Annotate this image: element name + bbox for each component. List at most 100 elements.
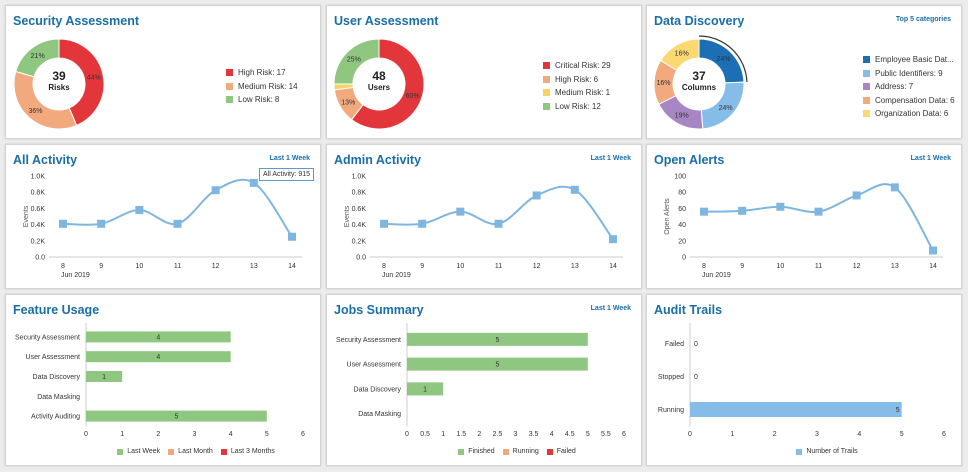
open-alerts-period-link[interactable]: Last 1 Week (910, 155, 951, 162)
audit-trails-title[interactable]: Audit Trails (654, 303, 723, 317)
bar-value-label: 4 (156, 334, 160, 341)
data-point[interactable] (288, 232, 296, 241)
feature-usage-legend: Last Week Last Month Last 3 Months (86, 448, 306, 455)
legend-item[interactable]: Medium Risk: 1 (543, 86, 611, 100)
legend-item[interactable]: Address: 7 (863, 80, 955, 94)
user-assessment-legend: Critical Risk: 29 High Risk: 6 Medium Risk… (543, 59, 611, 113)
data-point[interactable] (609, 235, 617, 244)
slice-medium-risk-14[interactable] (13, 70, 78, 130)
legend-swatch (543, 62, 550, 70)
data-point[interactable] (59, 219, 67, 228)
y-axis-label: Events (23, 205, 30, 227)
legend-item[interactable]: Organization Data: 6 (863, 107, 955, 121)
data-point[interactable] (776, 202, 785, 211)
slice-organization-data-6[interactable] (659, 38, 700, 72)
y-tick-label: 40 (678, 222, 686, 229)
data-discovery-title[interactable]: Data Discovery (654, 14, 745, 28)
legend-label: Low Risk: 8 (238, 95, 280, 105)
data-point[interactable] (135, 206, 144, 215)
data-point[interactable] (249, 178, 258, 187)
data-point[interactable] (570, 185, 579, 194)
legend-item[interactable]: Compensation Data: 6 (863, 94, 955, 108)
data-point[interactable] (814, 207, 823, 216)
bar-user-assessment[interactable] (86, 351, 231, 363)
x-tick-label: 14 (609, 263, 617, 270)
data-point[interactable] (380, 219, 388, 228)
bar-activity-auditing[interactable] (86, 410, 267, 422)
risks-count: 39 (52, 69, 66, 83)
legend-item[interactable]: Employee Basic Dat... (863, 53, 955, 67)
data-point[interactable] (494, 219, 503, 228)
x-tick-label: 8 (702, 263, 706, 270)
data-discovery-donut[interactable]: 24% 24% 19% 16% 16% (647, 6, 963, 140)
legend-item[interactable]: Medium Risk: 14 (226, 80, 298, 94)
legend-item[interactable]: Failed (546, 448, 576, 455)
data-point[interactable] (890, 183, 899, 192)
legend-label: Number of Trails (806, 448, 858, 455)
legend-item[interactable]: Last Week (117, 448, 160, 455)
data-point[interactable] (532, 191, 541, 200)
jobs-summary-period-link[interactable]: Last 1 Week (590, 305, 631, 312)
x-tick-label: 14 (929, 263, 937, 270)
feature-usage-chart[interactable]: 0 1 2 3 4 5 6 Security Assessment 4 User Assessme… (6, 295, 322, 467)
jobs-summary-chart[interactable]: 0 0.5 1 1.5 2 2.5 3 3.5 4 4.5 5 5.5 6 Security Assess… (327, 295, 643, 467)
bar-running[interactable] (690, 402, 902, 417)
admin-activity-panel: Admin Activity Last 1 Week 0.0 0.2K 0.4K 0.… (326, 144, 642, 289)
bar-security-assessment[interactable] (407, 332, 588, 346)
y-tick-label: 80 (678, 190, 686, 197)
open-alerts-title[interactable]: Open Alerts (654, 153, 725, 167)
legend-item[interactable]: Public Identifiers: 9 (863, 67, 955, 81)
legend-item[interactable]: Low Risk: 12 (543, 100, 611, 114)
category-label: User Assessment (26, 354, 81, 361)
admin-activity-title[interactable]: Admin Activity (334, 153, 422, 167)
jobs-summary-title[interactable]: Jobs Summary (334, 303, 424, 317)
data-point[interactable] (700, 207, 708, 216)
feature-usage-title[interactable]: Feature Usage (13, 303, 100, 317)
legend-item[interactable]: Running (502, 448, 539, 455)
data-point[interactable] (738, 206, 747, 215)
data-point[interactable] (418, 219, 427, 228)
data-point[interactable] (173, 219, 182, 228)
security-assessment-title[interactable]: Security Assessment (13, 14, 139, 28)
top-5-categories-link[interactable]: Top 5 categories (895, 16, 951, 23)
legend-item[interactable]: Finished (458, 448, 495, 455)
data-point[interactable] (852, 191, 861, 200)
legend-swatch (863, 83, 870, 91)
x-tick-label: 12 (853, 263, 861, 270)
all-activity-title[interactable]: All Activity (13, 153, 78, 167)
data-point[interactable] (456, 207, 465, 216)
slice-low-risk-12[interactable] (333, 38, 380, 85)
legend-item[interactable]: Number of Trails (796, 448, 858, 455)
data-point[interactable] (929, 246, 937, 255)
open-alerts-chart[interactable]: 0 20 40 60 80 100 Open Alerts 8 9 10 11 12 13 14 Jun 2… (647, 145, 963, 290)
bar-data-discovery[interactable] (86, 371, 123, 382)
legend-item[interactable]: High Risk: 6 (543, 73, 611, 87)
legend-label: Medium Risk: 14 (238, 81, 298, 91)
legend-item[interactable]: Low Risk: 8 (226, 93, 298, 107)
data-point[interactable] (97, 219, 106, 228)
legend-item[interactable]: High Risk: 17 (226, 66, 298, 80)
legend-item[interactable]: Last Month (168, 448, 213, 455)
user-assessment-donut[interactable]: 60% 13% 25% (327, 6, 643, 140)
legend-label: Compensation Data: 6 (875, 95, 955, 105)
admin-activity-chart[interactable]: 0.0 0.2K 0.4K 0.6K 0.8K 1.0K Events 8 9 10 11 12 13 1… (327, 145, 643, 290)
slice-low-risk-8[interactable] (15, 38, 60, 78)
data-point[interactable] (211, 186, 220, 195)
user-assessment-title[interactable]: User Assessment (334, 14, 439, 28)
bar-data-discovery[interactable] (407, 382, 444, 396)
bar-user-assessment[interactable] (407, 357, 588, 371)
bar-security-assessment[interactable] (86, 331, 231, 343)
legend-swatch (796, 448, 803, 455)
slice-critical-risk-29[interactable] (350, 38, 425, 130)
security-assessment-donut[interactable]: 44% 36% 21% (6, 6, 322, 140)
admin-activity-period-link[interactable]: Last 1 Week (590, 155, 631, 162)
legend-item[interactable]: Critical Risk: 29 (543, 59, 611, 73)
legend-swatch (220, 448, 227, 455)
legend-label: High Risk: 6 (555, 74, 599, 84)
slice-high-risk-17[interactable] (58, 38, 105, 127)
all-activity-chart[interactable]: 0.0 0.2K 0.4K 0.6K 0.8K 1.0K Events 8 9 10 11 12 13 1… (6, 145, 322, 290)
audit-trails-chart[interactable]: 0 1 2 3 4 5 6 Failed 0 Stopped 0 Running 5 (647, 295, 963, 467)
all-activity-period-link[interactable]: Last 1 Week (269, 155, 310, 162)
legend-item[interactable]: Last 3 Months (220, 448, 275, 455)
security-assessment-center: 39 Risks (29, 69, 89, 92)
